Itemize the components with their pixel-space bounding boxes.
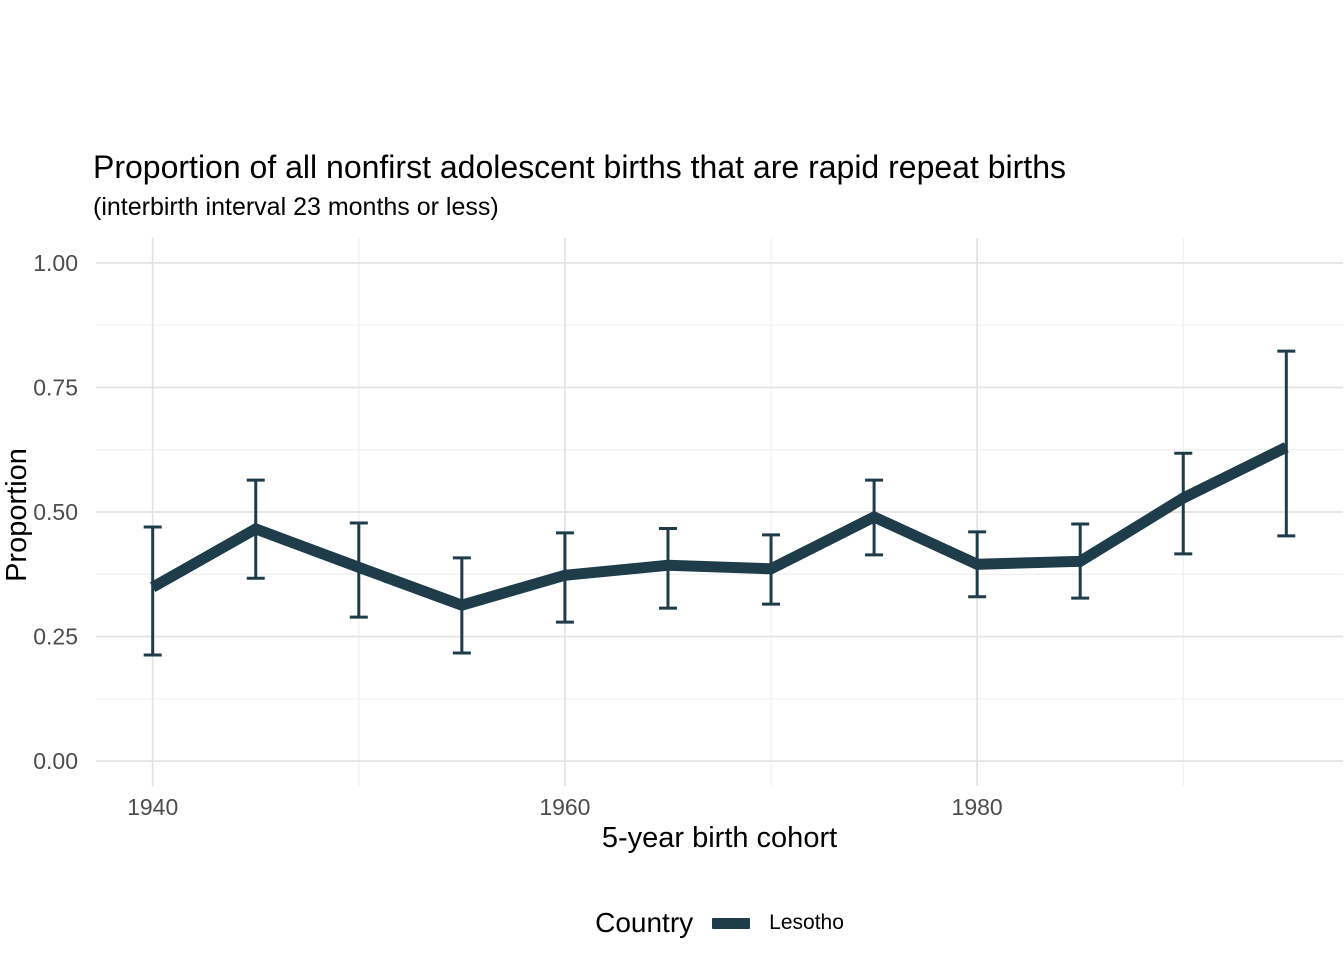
- x-tick-label: 1940: [127, 794, 178, 820]
- y-tick-label: 0.25: [33, 624, 78, 650]
- y-tick-label: 1.00: [33, 250, 78, 276]
- legend-title: Country: [595, 907, 694, 938]
- chart-title: Proportion of all nonfirst adolescent bi…: [93, 149, 1066, 185]
- y-tick-label: 0.75: [33, 374, 78, 400]
- legend-item-label: Lesotho: [769, 911, 844, 934]
- x-tick-label: 1980: [952, 794, 1003, 820]
- legend-swatch-line-icon: [712, 917, 751, 929]
- y-tick-label: 0.50: [33, 499, 78, 525]
- x-axis-title: 5-year birth cohort: [601, 822, 838, 854]
- legend: Country Lesotho: [96, 903, 1343, 943]
- y-tick-label: 0.00: [33, 748, 78, 774]
- x-tick-label: 1960: [539, 794, 590, 820]
- chart-subtitle: (interbirth interval 23 months or less): [93, 193, 499, 221]
- data-line-lesotho: [149, 442, 1289, 611]
